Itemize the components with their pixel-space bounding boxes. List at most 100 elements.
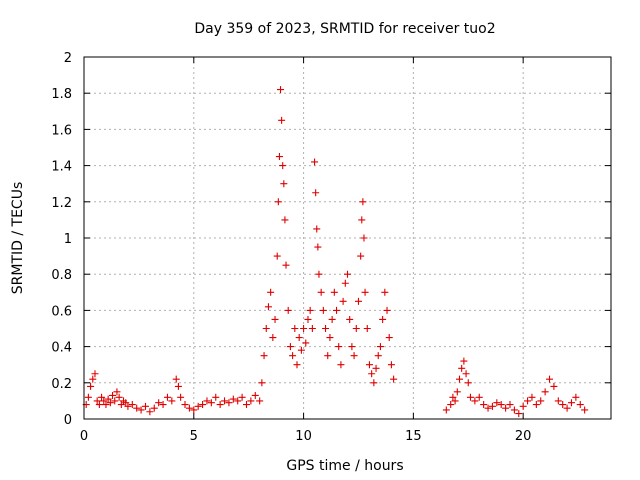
data-point [576,401,584,409]
data-point [502,404,510,412]
data-point [278,116,286,124]
data-point [466,393,474,401]
data-point [368,370,376,378]
data-point [464,379,472,387]
data-point [554,397,562,405]
data-point [216,401,224,409]
data-point [190,406,198,414]
data-point [352,325,360,332]
data-point [124,402,132,410]
data-point [251,391,259,399]
data-point [115,393,123,401]
data-point [155,399,163,407]
data-point [379,315,387,323]
data-point [181,401,189,409]
data-point [348,343,356,351]
y-tick-label: 0.4 [51,341,72,356]
data-point [532,401,540,409]
data-point [524,397,532,405]
data-point [269,334,277,342]
data-point [111,397,119,405]
data-point [312,189,320,197]
data-points [82,86,589,418]
data-point [447,401,455,409]
data-point [117,401,125,409]
data-point [284,306,292,314]
data-point [453,388,461,396]
data-point [370,379,378,387]
data-point [339,297,347,305]
data-point [247,397,255,405]
data-point [537,397,545,405]
x-tick-label: 20 [515,429,532,444]
data-point [376,343,384,351]
data-point [194,402,202,410]
data-point [365,361,373,369]
data-point [203,397,211,405]
data-point [87,382,95,390]
data-point [302,339,310,347]
x-tick-label: 10 [295,429,312,444]
data-point [225,399,233,407]
data-point [350,352,358,360]
data-point [567,399,575,407]
data-point [295,334,303,342]
data-point [497,401,505,409]
data-point [341,279,349,287]
data-point [449,393,457,401]
data-point [319,306,327,314]
data-point [387,361,395,369]
data-point [480,401,488,409]
data-point [519,402,527,410]
data-point [271,315,279,323]
data-point [286,343,294,351]
data-point [460,357,468,365]
data-point [322,325,330,332]
data-point [515,410,523,418]
data-point [159,401,167,409]
data-point [326,334,334,342]
data-point [291,325,299,332]
y-tick-label: 0.8 [51,268,72,283]
data-point [493,399,501,407]
plot-frame [83,56,612,420]
data-point [258,379,266,387]
x-tick-label: 0 [80,429,88,444]
data-point [506,401,514,409]
data-point [260,352,268,360]
data-point [137,406,145,414]
data-point [297,346,305,354]
data-point [177,393,185,401]
data-point [229,395,237,403]
data-point [488,402,496,410]
data-point [333,306,341,314]
data-point [102,401,110,409]
data-point [109,391,117,399]
y-tick-label: 1 [64,232,72,247]
data-point [314,243,322,251]
data-point [133,404,141,412]
data-point [337,361,345,369]
data-point [146,408,154,416]
data-point [281,216,289,224]
data-point [458,364,466,372]
data-point [282,261,290,269]
data-point [84,393,92,401]
data-point [279,162,287,170]
data-point [163,393,171,401]
data-point [311,158,319,166]
data-point [306,306,314,314]
data-point [91,370,99,378]
data-point [563,404,571,412]
data-point [317,288,325,296]
data-point [484,404,492,412]
data-point [128,401,136,409]
data-point [455,375,463,383]
data-point [383,306,391,314]
data-point [559,401,567,409]
data-point [335,343,343,351]
data-point [550,382,558,390]
data-point [385,334,393,342]
data-point [262,325,270,332]
data-point [280,180,288,188]
